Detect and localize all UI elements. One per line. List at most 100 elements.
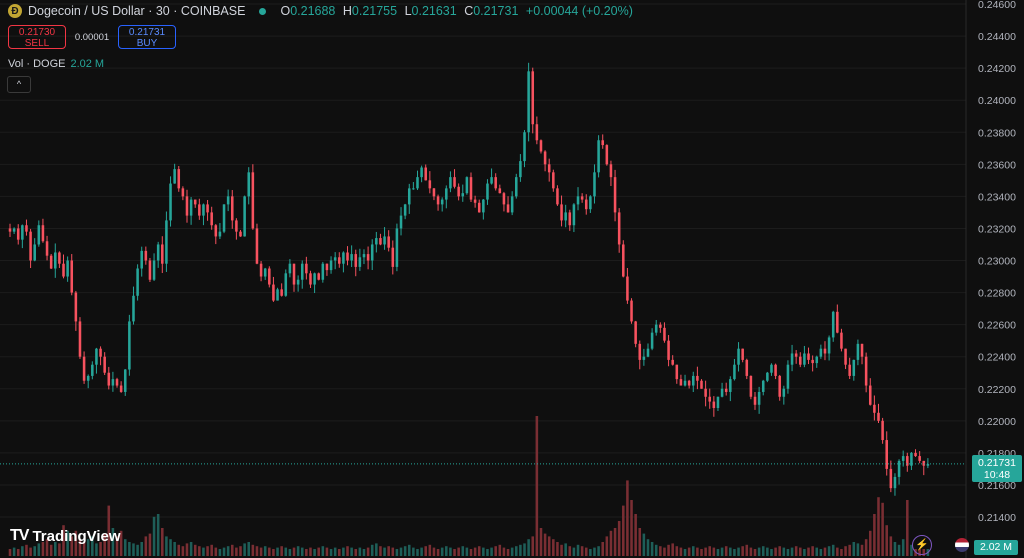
candle-body	[103, 356, 106, 373]
volume-bar	[827, 546, 831, 556]
volume-bar	[379, 546, 382, 556]
volume-bar	[889, 536, 893, 556]
candle-body	[650, 332, 654, 349]
candle-body	[519, 161, 522, 178]
candle-body	[568, 212, 572, 226]
volume-bar	[82, 542, 86, 556]
candle-body	[926, 464, 930, 466]
volume-bar	[778, 546, 781, 556]
candle-body	[844, 348, 847, 365]
candle-body	[173, 169, 176, 184]
volume-bar	[543, 533, 547, 556]
volume-bar	[729, 547, 732, 556]
candle-body	[177, 169, 181, 189]
candle-body	[49, 255, 53, 269]
volume-bar	[189, 542, 193, 556]
candle-body	[387, 236, 390, 248]
volume-bar	[654, 544, 658, 556]
candle-body	[786, 364, 790, 389]
volume-bar	[305, 549, 308, 556]
candle-body	[214, 225, 218, 237]
candle-body	[556, 188, 559, 205]
candle-body	[601, 140, 604, 146]
candle-body	[659, 324, 662, 328]
volume-bar	[605, 536, 609, 556]
volume-bar	[428, 544, 432, 556]
candle-body	[539, 140, 543, 152]
us-flag-icon[interactable]	[955, 538, 969, 552]
tradingview-brand[interactable]: TV TradingView	[10, 527, 121, 545]
candle-body	[296, 279, 300, 285]
candle-body	[58, 252, 61, 264]
volume-bar	[790, 547, 794, 556]
volume-bar	[733, 549, 736, 556]
candle-body	[342, 252, 345, 264]
volume-bar	[342, 547, 345, 556]
candle-body	[391, 247, 395, 267]
candle-body	[148, 260, 152, 280]
volume-bar	[346, 546, 349, 556]
volume-bar	[864, 539, 868, 556]
volume-badge: 2.02 M	[974, 540, 1018, 555]
candle-body	[584, 199, 588, 210]
volume-bar	[338, 549, 341, 556]
volume-bar	[844, 546, 847, 556]
symbol-title[interactable]: Dogecoin / US Dollar · 30 · COINBASE	[28, 4, 246, 18]
candle-body	[313, 273, 316, 285]
candle-body	[683, 380, 687, 386]
volume-bar	[691, 546, 695, 556]
volume-bar	[193, 544, 197, 556]
candle-body	[897, 460, 901, 477]
volume-bar	[424, 546, 427, 556]
volume-bar	[757, 547, 761, 556]
collapse-legend-button[interactable]: ^	[7, 76, 31, 93]
volume-bar	[852, 542, 856, 556]
candle-body	[906, 456, 909, 466]
candle-body	[564, 212, 567, 221]
candle-body	[272, 284, 275, 301]
candle-body	[914, 452, 917, 457]
candle-body	[198, 204, 201, 216]
volume-bar	[387, 546, 390, 556]
volume-bar	[597, 546, 600, 556]
sell-button[interactable]: 0.21730 SELL	[8, 25, 66, 49]
candle-body	[346, 252, 349, 261]
candle-body	[770, 364, 773, 373]
candle-body	[354, 254, 358, 267]
candle-body	[741, 348, 744, 360]
volume-bar	[16, 549, 20, 556]
candle-body	[852, 359, 856, 376]
volume-bar	[45, 539, 49, 556]
volume-legend[interactable]: Vol · DOGE 2.02 M	[8, 58, 104, 70]
dogecoin-icon: Ð	[8, 4, 22, 18]
buy-button[interactable]: 0.21731 BUY	[118, 25, 176, 49]
candle-body	[708, 396, 712, 402]
volume-bar	[683, 549, 687, 556]
candle-body	[790, 353, 794, 365]
volume-bar	[708, 546, 712, 556]
volume-bar	[494, 546, 497, 556]
candle-body	[123, 369, 127, 392]
volume-value: 2.02 M	[70, 58, 105, 70]
candle-body	[115, 379, 119, 386]
volume-bar	[630, 500, 633, 556]
y-tick-label: 0.21600	[978, 480, 1016, 492]
candle-body	[12, 228, 16, 232]
bar-countdown: 10:48	[983, 469, 1011, 481]
volume-bar	[251, 544, 255, 556]
volume-bar	[375, 543, 378, 556]
volume-bar	[601, 542, 604, 556]
volume-bar	[786, 549, 790, 556]
volume-bar	[243, 543, 246, 556]
lightning-icon[interactable]: ⚡	[912, 535, 932, 555]
candle-body	[589, 196, 592, 210]
candle-body	[41, 225, 45, 242]
candle-body	[486, 183, 489, 200]
candle-body	[247, 172, 251, 197]
volume-bar	[284, 547, 288, 556]
change-value: +0.00044 (+0.20%)	[525, 4, 633, 18]
candle-body	[753, 396, 757, 405]
tradingview-logo-icon: TV	[10, 527, 29, 544]
candle-body	[66, 260, 69, 277]
